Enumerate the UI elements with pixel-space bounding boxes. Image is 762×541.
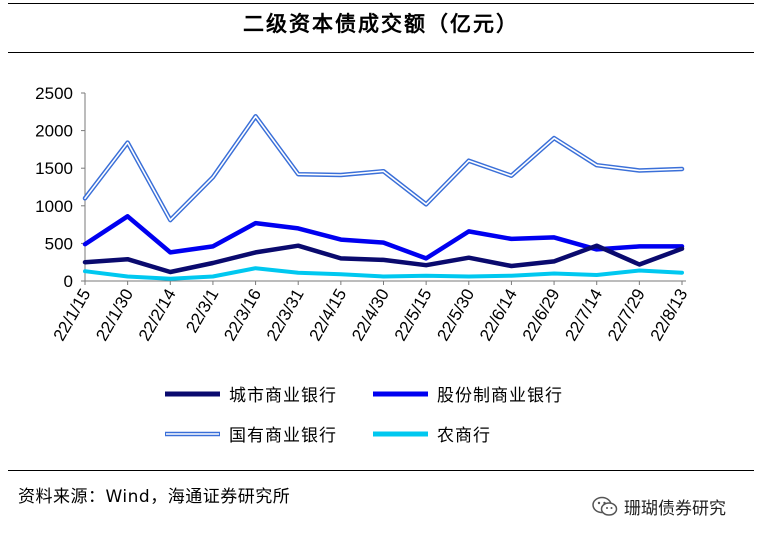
x-tick-label: 22/3/16 [220, 286, 265, 345]
legend-entry-1: 城市商业银行 [165, 386, 337, 406]
legend-label: 股份制商业银行 [437, 386, 563, 406]
x-tick-label: 22/7/14 [561, 286, 606, 345]
legend-entry-2: 股份制商业银行 [373, 386, 563, 406]
chart-title: 二级资本债成交额（亿元） [243, 12, 519, 36]
y-tick-label: 500 [45, 234, 73, 253]
y-tick-label: 0 [64, 272, 73, 291]
x-tick-label: 22/1/30 [92, 286, 137, 345]
source-note: 资料来源：Wind，海通证券研究所 [18, 487, 291, 507]
series-line-outer [82, 114, 685, 223]
x-tick-label: 22/4/30 [348, 286, 393, 345]
y-tick-label: 2000 [35, 122, 73, 141]
axes: 0 500 1000 1500 2000 2500 22/1/1522/1/3022/2/1… [35, 84, 691, 344]
wechat-icon [592, 496, 618, 516]
x-tick-label: 22/5/15 [391, 286, 436, 345]
series-1 [82, 243, 685, 275]
series-layer [82, 114, 685, 281]
y-tick-label: 1500 [35, 159, 73, 178]
legend-label: 城市商业银行 [229, 386, 337, 406]
y-tick-label: 1000 [35, 197, 73, 216]
series-line [82, 243, 685, 275]
top-rule [8, 3, 754, 4]
watermark-text: 珊瑚债券研究 [624, 499, 726, 519]
x-tick-label: 22/8/13 [647, 286, 692, 345]
watermark: 珊瑚债券研究 [592, 494, 726, 519]
line-chart: 0 500 1000 1500 2000 2500 22/1/1522/1/3022/2/1… [35, 84, 691, 446]
x-tick-label: 22/7/29 [604, 286, 649, 345]
series-4 [83, 266, 684, 281]
x-tick-label: 22/2/14 [135, 286, 180, 345]
series-line-inner [84, 115, 683, 221]
bottom-rule [8, 470, 754, 471]
legend-entry-4: 农商行 [373, 426, 491, 446]
x-tick-label: 22/4/15 [305, 286, 350, 345]
series-2 [82, 214, 685, 261]
series-line [83, 266, 684, 281]
x-tick-label: 22/5/30 [433, 286, 478, 345]
legend-label: 农商行 [437, 426, 491, 446]
x-tick-label: 22/6/14 [476, 286, 521, 345]
x-tick-label: 22/6/29 [519, 286, 564, 345]
x-tick-label: 22/3/31 [263, 286, 308, 345]
series-line [82, 214, 685, 261]
series-3 [82, 114, 685, 223]
y-tick-label: 2500 [35, 84, 73, 103]
legend-entry-3: 国有商业银行 [165, 426, 337, 446]
x-tick-label: 22/3/1 [182, 286, 222, 336]
legend-label: 国有商业银行 [229, 426, 337, 446]
x-tick-label: 22/1/15 [50, 286, 95, 345]
title-rule [8, 52, 754, 53]
